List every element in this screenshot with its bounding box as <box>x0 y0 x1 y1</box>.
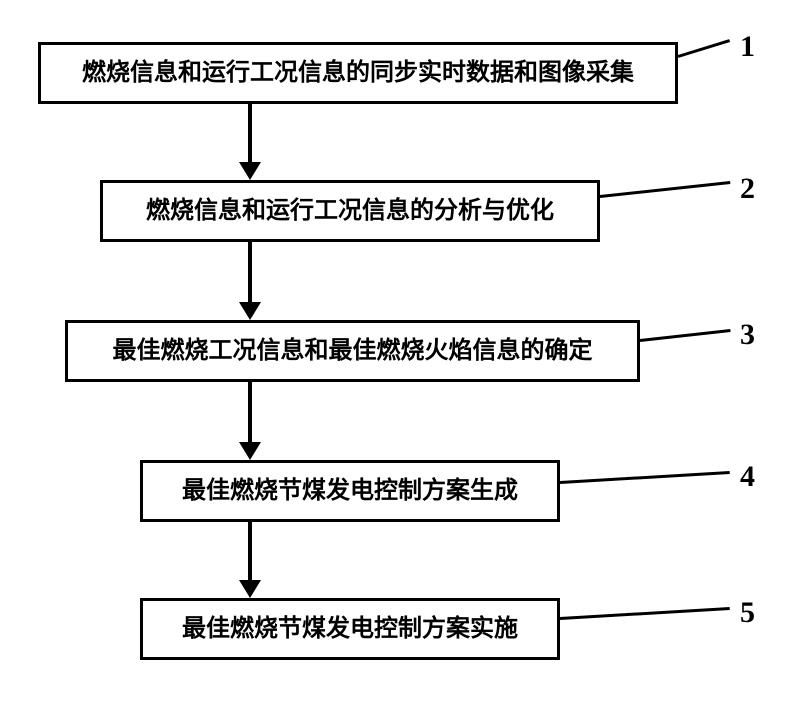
arrow-shaft <box>248 242 252 302</box>
arrow-head-icon <box>239 302 261 320</box>
arrow-head-icon <box>239 442 261 460</box>
leader-line <box>560 607 730 620</box>
flow-node-n3: 最佳燃烧工况信息和最佳燃烧火焰信息的确定 <box>65 320 640 382</box>
leader-line <box>640 329 730 342</box>
step-number-5: 5 <box>740 596 755 630</box>
arrow-shaft <box>248 104 252 162</box>
leader-line <box>560 471 730 484</box>
arrow-shaft <box>248 382 252 442</box>
step-number-4: 4 <box>740 460 755 494</box>
flow-node-n4: 最佳燃烧节煤发电控制方案生成 <box>140 460 560 522</box>
flow-node-n2: 燃烧信息和运行工况信息的分析与优化 <box>100 180 600 242</box>
arrow-head-icon <box>239 162 261 180</box>
arrow-head-icon <box>239 580 261 598</box>
flowchart-canvas: 燃烧信息和运行工况信息的同步实时数据和图像采集燃烧信息和运行工况信息的分析与优化… <box>0 0 800 719</box>
arrow-shaft <box>248 522 252 580</box>
step-number-3: 3 <box>740 318 755 352</box>
step-number-1: 1 <box>740 30 755 64</box>
leader-line <box>678 39 731 58</box>
flow-node-n1: 燃烧信息和运行工况信息的同步实时数据和图像采集 <box>38 42 678 104</box>
leader-line <box>600 181 730 198</box>
step-number-2: 2 <box>740 172 755 206</box>
flow-node-n5: 最佳燃烧节煤发电控制方案实施 <box>140 598 560 660</box>
